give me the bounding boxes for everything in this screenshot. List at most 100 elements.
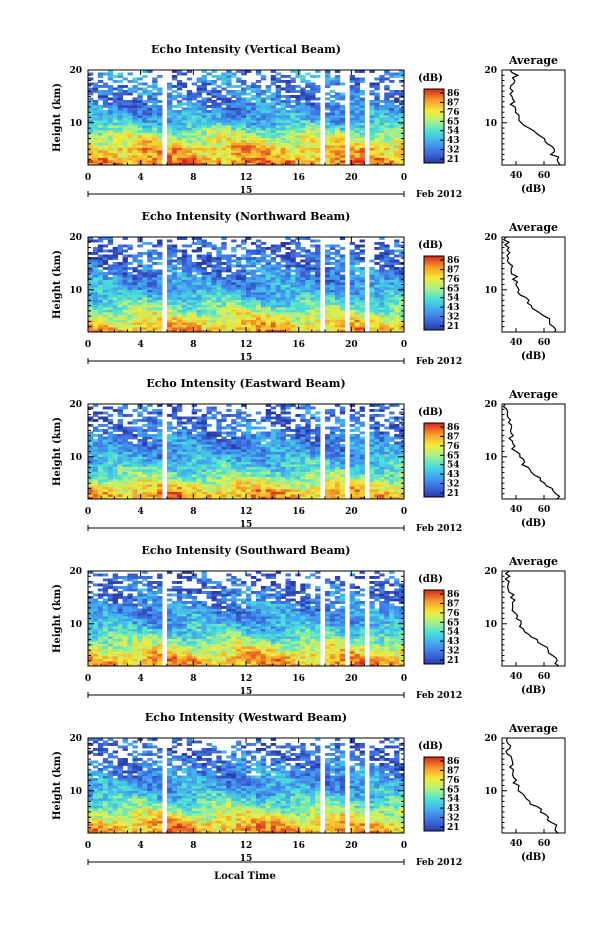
heatmap-cell [137, 322, 143, 325]
heatmap-cell [339, 117, 346, 121]
heatmap-cell [112, 464, 119, 467]
heatmap-cell [310, 264, 316, 268]
heatmap-cell [117, 489, 123, 492]
heatmap-cell [310, 102, 316, 106]
heatmap-cell [201, 102, 207, 106]
heatmap-cell [384, 284, 390, 288]
heatmap-cell [142, 496, 148, 500]
heatmap-cell [171, 162, 178, 166]
heatmap-cell [102, 112, 109, 116]
heatmap-cell [349, 249, 356, 253]
heatmap-cell [152, 272, 158, 275]
heatmap-cell [171, 284, 178, 288]
heatmap-cell [384, 302, 390, 305]
heatmap-cell [92, 461, 99, 465]
heatmap-cell [265, 292, 272, 295]
heatmap-cell [147, 302, 153, 305]
heatmap-cell [122, 90, 128, 93]
heatmap-cell [221, 150, 227, 153]
heatmap-cell [349, 160, 356, 163]
heatmap-cell [231, 302, 237, 305]
heatmap-cell [315, 120, 321, 123]
heatmap-cell [221, 282, 227, 285]
heatmap-cell [394, 107, 400, 111]
heatmap-cell [310, 137, 316, 141]
heatmap-cell [384, 244, 390, 248]
heatmap-cell [285, 75, 291, 78]
heatmap-cell [147, 142, 153, 146]
heatmap-cell [290, 100, 296, 103]
heatmap-cell [399, 284, 405, 288]
heatmap-cell [241, 135, 247, 138]
heatmap-cell [231, 299, 237, 303]
heatmap-cell [359, 252, 365, 255]
heatmap-cell [147, 294, 153, 298]
heatmap-cell [285, 85, 291, 88]
heatmap-cell [241, 100, 247, 103]
heatmap-cell [167, 451, 173, 455]
heatmap-cell [102, 287, 109, 290]
heatmap-cell [186, 287, 193, 290]
heatmap-cell [132, 312, 138, 315]
heatmap-cell [260, 324, 267, 328]
heatmap-cell [329, 294, 336, 298]
heatmap-cell [167, 322, 173, 325]
heatmap-cell [107, 486, 114, 490]
heatmap-cell [280, 117, 286, 121]
heatmap-cell [285, 322, 291, 325]
heatmap-cell [152, 115, 158, 118]
heatmap-cell [329, 142, 336, 146]
heatmap-cell [246, 264, 252, 268]
heatmap-cell [369, 289, 375, 293]
heatmap-cell [171, 289, 178, 293]
heatmap-cell [300, 327, 306, 330]
heatmap-cell [102, 317, 109, 320]
heatmap-cell [334, 324, 341, 328]
heatmap-cell [176, 439, 183, 442]
heatmap-cell [112, 145, 119, 148]
heatmap-cell [255, 70, 262, 73]
heatmap-cell [122, 309, 128, 313]
heatmap-cell [374, 272, 380, 275]
heatmap-cell [369, 70, 375, 73]
heatmap-cell [305, 327, 311, 330]
heatmap-cell [97, 125, 104, 128]
heatmap-cell [196, 262, 202, 265]
heatmap-cell [152, 145, 158, 148]
heatmap-cell [325, 112, 331, 116]
heatmap-cell [374, 150, 380, 153]
heatmap-cell [157, 127, 163, 131]
heatmap-cell [112, 434, 119, 437]
heatmap-cell [280, 137, 286, 141]
heatmap-cell [157, 324, 163, 328]
heatmap-cell [290, 152, 296, 156]
heatmap-cell [241, 247, 247, 250]
heatmap-cell [92, 287, 99, 290]
heatmap-cell [349, 155, 356, 158]
heatmap-cell [157, 327, 163, 330]
heatmap-cell [206, 491, 212, 495]
heatmap-cell [236, 110, 242, 113]
heatmap-cell [325, 117, 331, 121]
heatmap-cell [206, 459, 212, 462]
heatmap-cell [152, 466, 158, 470]
heatmap-cell [379, 254, 385, 258]
heatmap-cell [102, 244, 109, 248]
heatmap-cell [339, 267, 346, 270]
heatmap-cell [231, 317, 237, 320]
heatmap-cell [132, 130, 138, 133]
heatmap-cell [142, 157, 148, 161]
heatmap-cell [102, 150, 109, 153]
heatmap-cell [181, 259, 188, 263]
heatmap-cell [211, 496, 217, 500]
heatmap-cell [112, 147, 119, 151]
heatmap-cell [132, 120, 138, 123]
heatmap-cell [300, 135, 306, 138]
heatmap-cell [216, 152, 222, 156]
heatmap-cell [221, 80, 227, 83]
heatmap-cell [394, 319, 400, 323]
heatmap-cell [152, 322, 158, 325]
heatmap-cell [216, 429, 222, 432]
heatmap-cell [275, 287, 281, 290]
heatmap-cell [127, 160, 133, 163]
